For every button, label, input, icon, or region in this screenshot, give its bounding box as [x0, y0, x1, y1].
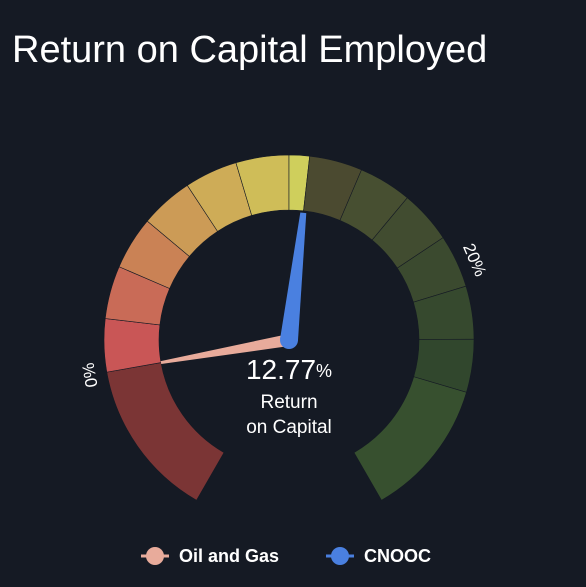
needle-hub: [280, 331, 298, 349]
legend-label: Oil and Gas: [179, 546, 279, 566]
needle-body: [280, 212, 307, 342]
gauge-band: [103, 318, 162, 373]
legend-label: CNOOC: [364, 546, 431, 566]
center-value: 12.77%: [246, 354, 332, 385]
center-value-number: 12.77: [246, 354, 316, 385]
chart-title: Return on Capital Employed: [12, 29, 487, 71]
needle: [280, 212, 307, 349]
center-text: Return: [260, 392, 317, 413]
center-value-unit: %: [316, 361, 332, 381]
center-text: on Capital: [246, 417, 332, 438]
needle-body: [160, 334, 291, 365]
gauge-tick-label: 0%: [79, 361, 102, 389]
legend-swatch: [146, 547, 164, 565]
legend-swatch: [331, 547, 349, 565]
gauge-band: [353, 376, 467, 501]
